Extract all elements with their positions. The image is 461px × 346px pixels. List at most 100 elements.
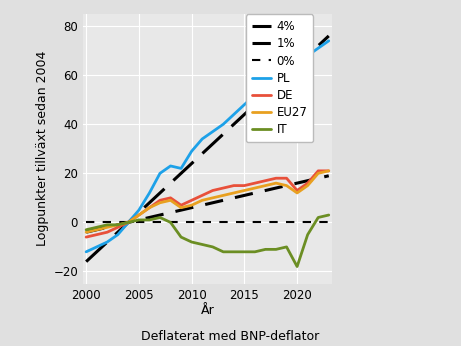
PL — [242, 102, 247, 107]
1% — [115, 223, 121, 227]
1% — [242, 193, 247, 198]
1% — [294, 181, 300, 185]
0% — [157, 220, 163, 225]
EU27 — [294, 191, 300, 195]
0% — [315, 220, 321, 225]
PL — [189, 149, 195, 153]
1% — [210, 201, 215, 205]
EU27 — [83, 230, 89, 234]
EU27 — [231, 191, 236, 195]
PL — [83, 250, 89, 254]
DE — [326, 169, 331, 173]
0% — [189, 220, 195, 225]
IT — [220, 250, 226, 254]
DE — [273, 176, 279, 180]
0% — [178, 220, 184, 225]
EU27 — [284, 183, 290, 188]
DE — [263, 179, 268, 183]
1% — [189, 206, 195, 210]
IT — [168, 220, 173, 225]
DE — [305, 181, 310, 185]
IT — [157, 216, 163, 220]
PL — [231, 112, 236, 117]
PL — [315, 46, 321, 50]
4% — [125, 220, 131, 225]
4% — [157, 191, 163, 195]
0% — [326, 220, 331, 225]
1% — [305, 179, 310, 183]
PL — [125, 220, 131, 225]
DE — [157, 198, 163, 202]
DE — [125, 220, 131, 225]
0% — [125, 220, 131, 225]
EU27 — [157, 201, 163, 205]
DE — [94, 233, 100, 237]
EU27 — [263, 183, 268, 188]
1% — [220, 198, 226, 202]
1% — [273, 186, 279, 190]
DE — [210, 189, 215, 193]
1% — [231, 196, 236, 200]
4% — [273, 83, 279, 87]
DE — [315, 169, 321, 173]
Y-axis label: Logpunkter tillväxt sedan 2004: Logpunkter tillväxt sedan 2004 — [36, 51, 49, 246]
IT — [252, 250, 258, 254]
PL — [157, 171, 163, 175]
0% — [168, 220, 173, 225]
4% — [200, 152, 205, 156]
1% — [284, 183, 290, 188]
4% — [168, 181, 173, 185]
PL — [263, 81, 268, 85]
4% — [220, 132, 226, 136]
IT — [147, 218, 152, 222]
0% — [105, 220, 110, 225]
X-axis label: År: År — [201, 304, 214, 317]
PL — [273, 73, 279, 77]
1% — [200, 203, 205, 207]
IT — [94, 225, 100, 229]
Line: 1%: 1% — [86, 176, 329, 232]
PL — [305, 54, 310, 58]
PL — [136, 208, 142, 212]
IT — [231, 250, 236, 254]
DE — [168, 196, 173, 200]
IT — [315, 216, 321, 220]
EU27 — [115, 223, 121, 227]
4% — [315, 44, 321, 48]
IT — [136, 218, 142, 222]
EU27 — [273, 181, 279, 185]
1% — [147, 216, 152, 220]
4% — [231, 122, 236, 126]
DE — [115, 225, 121, 229]
DE — [252, 181, 258, 185]
1% — [157, 213, 163, 217]
EU27 — [220, 193, 226, 198]
0% — [263, 220, 268, 225]
EU27 — [315, 171, 321, 175]
EU27 — [136, 213, 142, 217]
4% — [242, 112, 247, 117]
DE — [294, 189, 300, 193]
1% — [178, 208, 184, 212]
1% — [83, 230, 89, 234]
1% — [94, 228, 100, 232]
Line: 4%: 4% — [86, 36, 329, 262]
IT — [83, 228, 89, 232]
PL — [115, 233, 121, 237]
DE — [83, 235, 89, 239]
1% — [125, 220, 131, 225]
4% — [147, 201, 152, 205]
DE — [231, 183, 236, 188]
PL — [147, 191, 152, 195]
PL — [168, 164, 173, 168]
4% — [263, 93, 268, 97]
PL — [105, 240, 110, 244]
0% — [242, 220, 247, 225]
IT — [115, 223, 121, 227]
4% — [189, 162, 195, 166]
DE — [189, 198, 195, 202]
Line: EU27: EU27 — [86, 171, 329, 232]
IT — [178, 235, 184, 239]
Line: DE: DE — [86, 171, 329, 237]
4% — [294, 63, 300, 67]
